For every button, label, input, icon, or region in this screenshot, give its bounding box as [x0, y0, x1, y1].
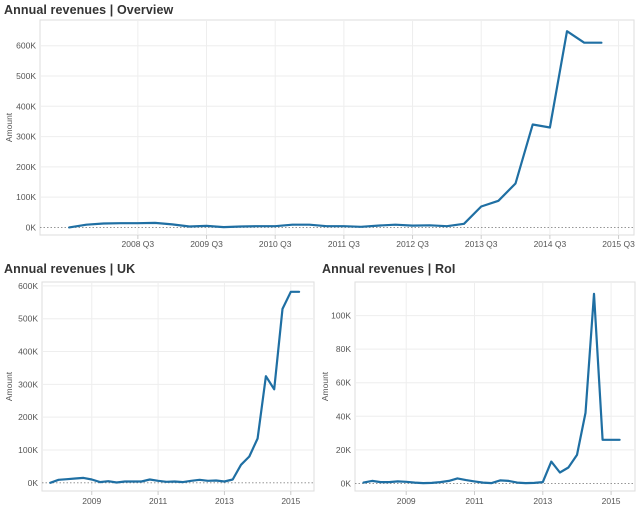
x-tick-label: 2011 [465, 496, 484, 506]
y-tick-label: 100K [331, 311, 351, 321]
y-tick-label: 0K [28, 478, 39, 488]
y-tick-label: 80K [336, 344, 351, 354]
x-tick-label: 2015 [281, 496, 300, 506]
x-tick-label: 2015 [602, 496, 621, 506]
y-tick-label: 500K [18, 314, 38, 324]
overview-chart: 2008 Q3 2009 Q3 2010 Q3 2011 Q3 2012 Q3 2013 … [4, 19, 635, 249]
overview-panel: Annual revenues | Overview 2008 Q3 2009 Q… [0, 0, 640, 255]
y-tick-label: 600K [18, 281, 38, 291]
roi-chart: 2009 2011 2013 2015 0K 20K 40K 60K 80K 100K Amount [320, 281, 636, 506]
x-tick-label: 2013 [533, 496, 552, 506]
roi-title: Annual revenues | RoI [322, 262, 456, 276]
y-tick-label: 20K [336, 445, 351, 455]
plot-frame [354, 281, 636, 492]
x-tick-label: 2009 [82, 496, 101, 506]
x-tick-label: 2008 Q3 [122, 239, 155, 249]
y-tick-label: 0K [26, 222, 37, 232]
roi-panel: Annual revenues | RoI 2009 2011 2013 2015 0K… [318, 258, 640, 517]
y-tick-label: 0K [341, 478, 352, 488]
y-axis-label: Amount [4, 112, 14, 142]
plot-frame [41, 281, 315, 492]
x-tick-label: 2014 Q3 [534, 239, 567, 249]
y-axis-label: Amount [4, 371, 14, 401]
series-line [49, 290, 301, 484]
plot-frame [39, 19, 635, 236]
y-tick-label: 400K [18, 347, 38, 357]
series-line [362, 292, 621, 485]
x-tick-label: 2009 [397, 496, 416, 506]
y-tick-label: 600K [16, 41, 36, 51]
y-tick-label: 100K [16, 192, 36, 202]
uk-panel: Annual revenues | UK 2009 2011 2013 2015 0K 1… [0, 258, 318, 517]
y-tick-label: 100K [18, 445, 38, 455]
x-tick-label: 2013 Q3 [465, 239, 498, 249]
x-tick-label: 2012 Q3 [396, 239, 429, 249]
y-tick-label: 200K [18, 412, 38, 422]
uk-title: Annual revenues | UK [4, 262, 136, 276]
x-tick-label: 2011 Q3 [328, 239, 360, 249]
series-line [68, 30, 603, 229]
y-tick-label: 300K [18, 379, 38, 389]
x-tick-label: 2015 Q3 [602, 239, 635, 249]
y-tick-label: 40K [336, 411, 351, 421]
y-tick-label: 500K [16, 71, 36, 81]
x-tick-label: 2009 Q3 [190, 239, 223, 249]
y-tick-label: 300K [16, 132, 36, 142]
x-tick-label: 2013 [215, 496, 234, 506]
y-tick-label: 60K [336, 378, 351, 388]
x-tick-label: 2011 [149, 496, 168, 506]
overview-title: Annual revenues | Overview [4, 3, 174, 17]
uk-chart: 2009 2011 2013 2015 0K 100K 200K 300K 400K 500K 60… [4, 281, 315, 506]
y-axis-label: Amount [320, 371, 330, 401]
x-tick-label: 2010 Q3 [259, 239, 292, 249]
y-tick-label: 200K [16, 162, 36, 172]
y-tick-label: 400K [16, 101, 36, 111]
